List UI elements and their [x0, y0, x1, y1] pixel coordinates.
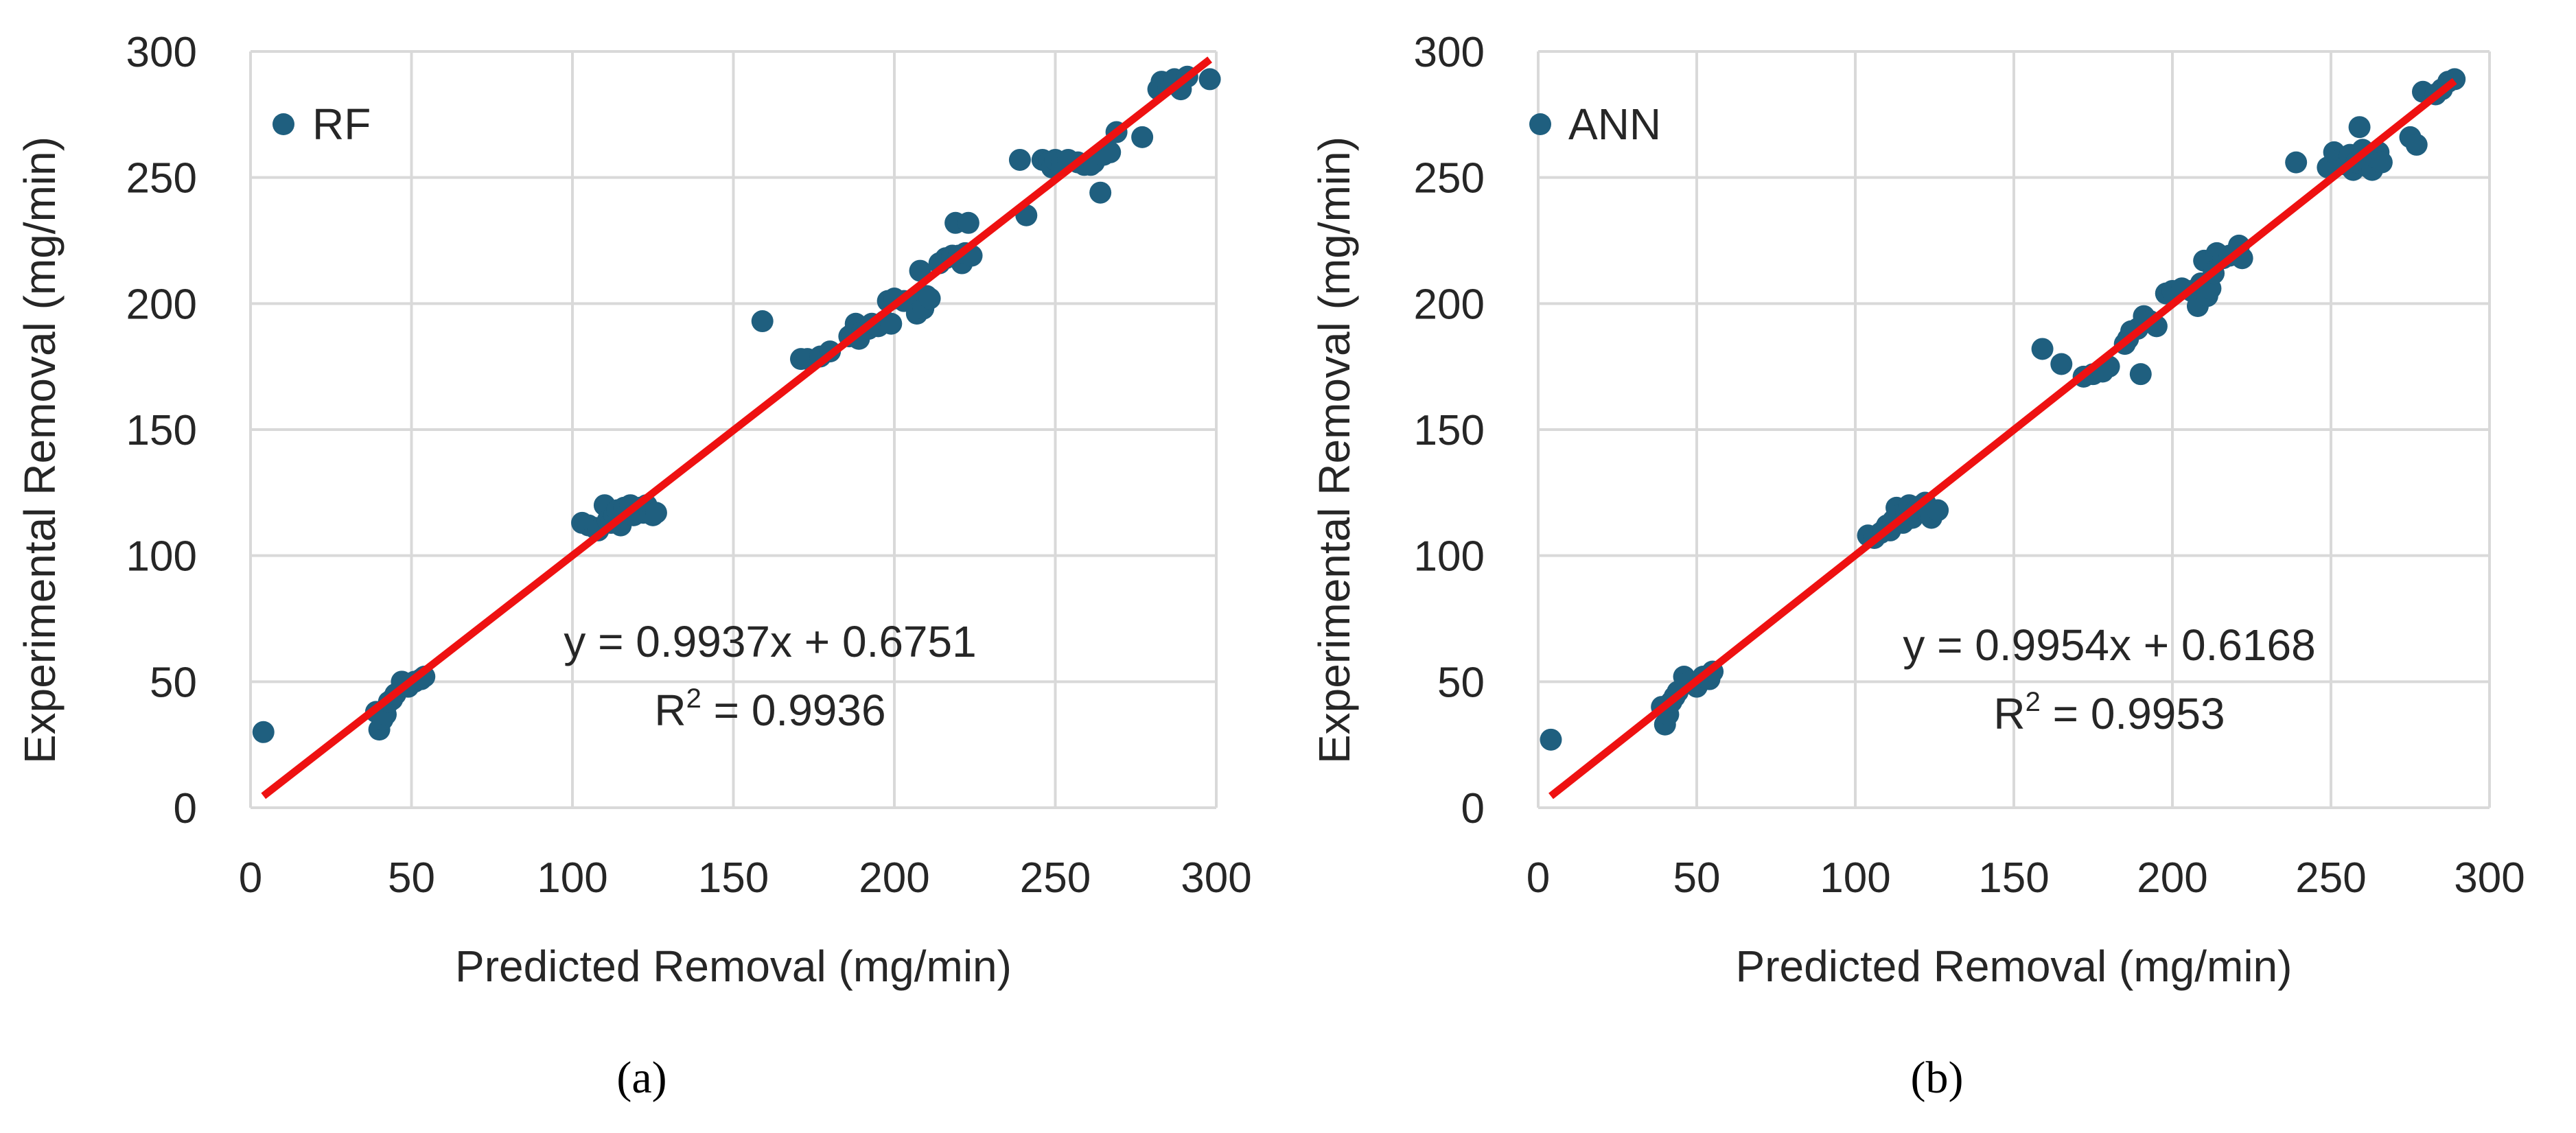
r-squared-value: = 0.9953	[2041, 689, 2225, 738]
y-tick-label: 100	[126, 533, 197, 581]
x-tick-label: 50	[1673, 854, 1721, 902]
data-point	[1927, 499, 1949, 522]
panel-b: 0 50 100 150 200 250 300 0 50 100 150 200 250 300 Pred…	[1310, 29, 2525, 1103]
x-tick-label: 200	[859, 854, 929, 902]
y-tick-label: 200	[1414, 281, 1485, 328]
y-tick-label: 300	[126, 29, 197, 76]
data-point	[1099, 141, 1122, 163]
x-tick-label: 300	[2454, 854, 2525, 902]
trendline-equation: y = 0.9954x + 0.6168	[1903, 620, 2315, 670]
panel-caption: (a)	[616, 1053, 666, 1103]
data-point	[1089, 181, 1112, 204]
y-axis-label: Experimental Removal (mg/min)	[1310, 137, 1359, 764]
r-squared-annotation: R2 = 0.9936	[654, 684, 885, 735]
data-point	[2285, 151, 2308, 174]
data-point	[2370, 151, 2393, 174]
y-tick-label: 0	[1461, 785, 1485, 832]
r-squared-symbol: R	[1993, 689, 2025, 738]
data-point	[1131, 126, 1154, 148]
data-point	[252, 721, 275, 743]
y-tick-label: 250	[1414, 155, 1485, 202]
data-point	[957, 211, 979, 234]
data-point	[2348, 116, 2371, 139]
legend-label: RF	[312, 100, 371, 149]
r-squared-exponent: 2	[2026, 687, 2041, 717]
trendline	[261, 56, 1212, 799]
data-point	[2129, 363, 2152, 386]
x-tick-label: 150	[698, 854, 769, 902]
x-tick-label: 0	[1527, 854, 1550, 902]
data-point	[1540, 728, 1562, 751]
y-tick-label: 200	[126, 281, 197, 328]
panel-a: 0 50 100 150 200 250 300 0 50 100 150 200 250 300 Pred…	[15, 29, 1252, 1103]
x-tick-label: 250	[1020, 854, 1091, 902]
x-tick-label: 100	[1820, 854, 1890, 902]
x-tick-label: 200	[2137, 854, 2207, 902]
x-axis-label: Predicted Removal (mg/min)	[1736, 942, 2293, 991]
y-tick-label: 0	[174, 785, 197, 832]
r-squared-exponent: 2	[686, 684, 701, 714]
r-squared-value: = 0.9936	[701, 686, 886, 735]
r-squared-symbol: R	[654, 686, 686, 735]
x-tick-label: 300	[1181, 854, 1251, 902]
data-point	[2405, 133, 2428, 156]
x-tick-label: 0	[239, 854, 262, 902]
x-tick-label: 100	[537, 854, 607, 902]
y-tick-label: 150	[126, 407, 197, 454]
x-tick-label: 250	[2295, 854, 2366, 902]
data-point	[2050, 353, 2073, 375]
x-axis-label: Predicted Removal (mg/min)	[455, 942, 1012, 991]
r-squared-annotation: R2 = 0.9953	[1993, 687, 2225, 738]
data-point	[751, 310, 774, 333]
legend-label: ANN	[1568, 100, 1661, 149]
y-tick-label: 300	[1414, 29, 1485, 76]
data-point	[2031, 338, 2054, 360]
y-tick-label: 50	[150, 659, 197, 706]
y-tick-label: 150	[1414, 407, 1485, 454]
legend-marker	[1529, 113, 1551, 135]
data-point	[918, 287, 941, 309]
panel-caption: (b)	[1911, 1053, 1964, 1103]
y-tick-label: 100	[1414, 533, 1485, 581]
x-tick-label: 150	[1978, 854, 2049, 902]
legend-marker	[272, 113, 294, 135]
x-tick-label: 50	[388, 854, 435, 902]
trendline-equation: y = 0.9937x + 0.6751	[564, 617, 976, 666]
data-point	[880, 312, 903, 335]
data-point	[1008, 148, 1031, 171]
trendline	[1548, 78, 2457, 799]
y-tick-label: 250	[126, 155, 197, 202]
y-axis-label: Experimental Removal (mg/min)	[15, 137, 65, 764]
data-point	[645, 502, 667, 524]
data-point	[1198, 68, 1221, 91]
y-tick-label: 50	[1437, 659, 1485, 706]
